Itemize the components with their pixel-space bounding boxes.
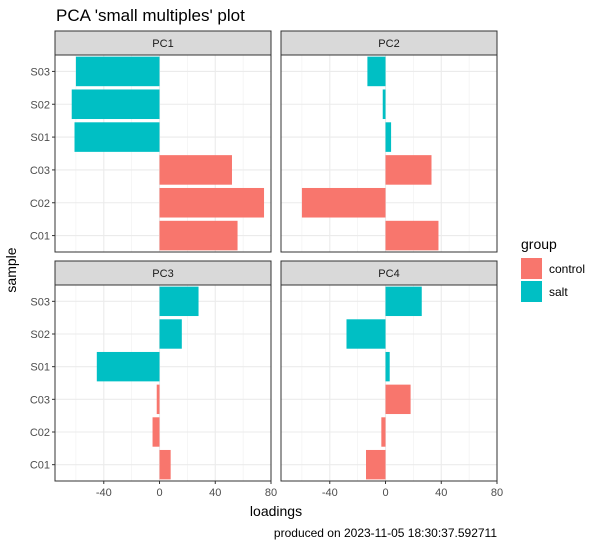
x-tick-label: 0 [156, 487, 162, 499]
bar [367, 56, 386, 87]
y-tick-label: C01 [30, 460, 50, 472]
bar [74, 122, 160, 152]
y-tick-label: C02 [30, 427, 50, 439]
legend-label: salt [549, 285, 568, 299]
bar [71, 89, 160, 120]
facet-strip-label: PC4 [378, 268, 399, 280]
bar [301, 187, 386, 218]
panel-background [55, 55, 271, 252]
bar [75, 56, 160, 87]
bar [346, 319, 386, 349]
bar [366, 449, 386, 480]
y-tick-label: C03 [30, 165, 50, 177]
panel-border [54, 54, 272, 253]
panel-background [281, 285, 497, 481]
bar [159, 449, 171, 480]
facet-strip-label: PC1 [152, 38, 173, 50]
x-tick-label: 40 [209, 487, 221, 499]
facet-panel-pc3: PC3 C01 C02 C03 S01 S02 S03 -40 0 40 80 [30, 260, 277, 499]
bar [96, 351, 160, 382]
legend-label: control [549, 262, 585, 276]
y-tick-label: S02 [30, 329, 50, 341]
facet-strip [280, 260, 498, 286]
y-tick-label: S01 [30, 362, 50, 374]
bar [156, 384, 160, 415]
x-tick-label: 80 [265, 487, 277, 499]
bar [159, 155, 232, 185]
legend-key [521, 281, 542, 302]
y-tick-label: C02 [30, 198, 50, 210]
facet-strip-label: PC2 [378, 38, 399, 50]
legend-title: group [521, 236, 557, 252]
bar [159, 286, 199, 317]
bar [159, 319, 182, 349]
x-tick-label: 40 [435, 487, 447, 499]
y-tick-label: S03 [30, 66, 50, 78]
plot-caption: produced on 2023-11-05 18:30:37.592711 [274, 526, 497, 540]
panel-background [55, 285, 271, 481]
panel-border [280, 284, 498, 482]
x-axis-label: loadings [250, 503, 302, 519]
y-axis-label: sample [3, 247, 19, 292]
facet-strip [54, 260, 272, 286]
bar [385, 351, 390, 382]
bar [385, 122, 392, 152]
facet-panel-pc1: PC1 C01 C02 C03 S01 S02 S03 [30, 30, 272, 253]
bar [385, 384, 411, 415]
panel-border [280, 54, 498, 253]
facet-strip-label: PC3 [152, 268, 173, 280]
facet-strip [280, 30, 498, 56]
legend: group control salt [521, 236, 585, 302]
panel-border [54, 284, 272, 482]
bar [152, 417, 160, 447]
facet-panel-pc4: PC4 -40 0 40 80 [280, 260, 503, 499]
bar [382, 89, 386, 120]
legend-key [521, 258, 542, 279]
y-tick-label: C01 [30, 231, 50, 243]
bar [159, 187, 265, 218]
panel-background [281, 55, 497, 252]
y-tick-label: S01 [30, 132, 50, 144]
facet-panels: PC1 C01 C02 C03 S01 S02 S03 PC2 PC3 C01 C02 C03 S01 S… [30, 30, 503, 499]
y-tick-label: S02 [30, 99, 50, 111]
x-tick-label: -40 [96, 487, 112, 499]
facet-panel-pc2: PC2 [280, 30, 498, 253]
bar [159, 220, 238, 251]
chart-title: PCA 'small multiples' plot [56, 6, 245, 25]
bar [385, 220, 439, 251]
facet-strip [54, 30, 272, 56]
bar [385, 155, 432, 185]
x-tick-label: 0 [382, 487, 388, 499]
bar [385, 286, 422, 317]
bar [381, 417, 386, 447]
y-tick-label: S03 [30, 296, 50, 308]
x-tick-label: 80 [491, 487, 503, 499]
x-tick-label: -40 [322, 487, 338, 499]
y-tick-label: C03 [30, 394, 50, 406]
